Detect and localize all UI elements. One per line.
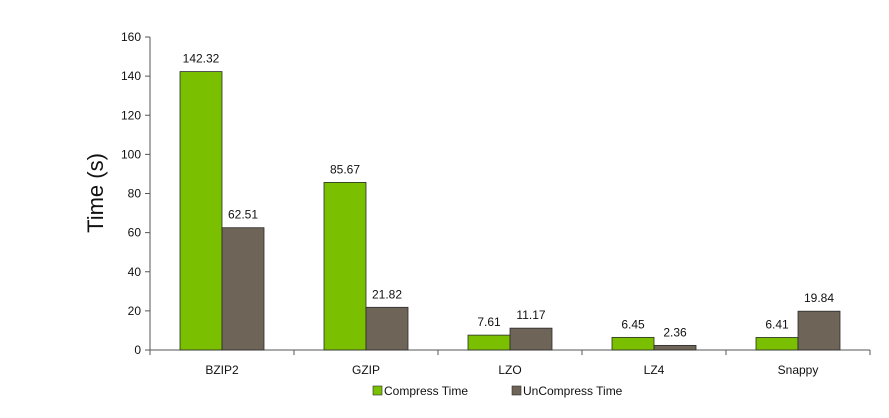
bar-uncompress <box>365 306 409 351</box>
data-label: 21.82 <box>372 287 402 301</box>
bar-compress <box>467 334 511 351</box>
y-tick-label: 60 <box>128 226 142 240</box>
y-tick-label: 40 <box>128 265 142 279</box>
data-label: 19.84 <box>804 291 834 305</box>
data-label: 142.32 <box>183 52 220 66</box>
bars <box>179 71 841 351</box>
bar-uncompress <box>221 227 265 351</box>
bar-uncompress <box>653 344 697 351</box>
y-tick-label: 20 <box>128 304 142 318</box>
y-tick-label: 120 <box>121 108 141 122</box>
y-axis-title: Time (s) <box>83 153 108 233</box>
legend-label: Compress Time <box>384 384 468 398</box>
data-label: 85.67 <box>330 162 360 176</box>
legend: Compress Time UnCompress Time <box>372 384 623 398</box>
x-axis-labels: BZIP2 GZIP LZO LZ4 Snappy <box>149 350 871 377</box>
data-label: 6.45 <box>621 317 645 331</box>
x-category-label: Snappy <box>778 363 819 377</box>
data-label: 7.61 <box>477 315 501 329</box>
bar-compress <box>323 182 367 351</box>
x-category-label: LZ4 <box>644 363 665 377</box>
y-axis-ticks: 0 20 40 60 80 100 120 140 160 <box>121 30 150 357</box>
data-label: 2.36 <box>663 325 687 339</box>
x-category-label: GZIP <box>352 363 380 377</box>
data-label: 62.51 <box>228 208 258 222</box>
data-label: 6.41 <box>765 317 789 331</box>
x-category-label: LZO <box>498 363 521 377</box>
bar-compress <box>755 337 799 351</box>
legend-swatch <box>511 385 522 396</box>
legend-swatch <box>372 385 383 396</box>
bar-uncompress <box>797 310 841 351</box>
bar-uncompress <box>509 327 553 351</box>
y-tick-label: 140 <box>121 69 141 83</box>
y-tick-label: 100 <box>121 147 141 161</box>
y-tick-label: 0 <box>134 343 141 357</box>
bar-compress <box>179 71 223 351</box>
data-labels: 142.32 62.51 85.67 21.82 7.61 11.17 6.45 2.36 6.… <box>183 52 835 340</box>
data-label: 11.17 <box>516 308 545 322</box>
legend-label: UnCompress Time <box>523 384 623 398</box>
bar-compress <box>611 336 655 351</box>
y-tick-label: 80 <box>128 187 142 201</box>
y-tick-label: 160 <box>121 30 141 44</box>
x-category-label: BZIP2 <box>205 363 239 377</box>
